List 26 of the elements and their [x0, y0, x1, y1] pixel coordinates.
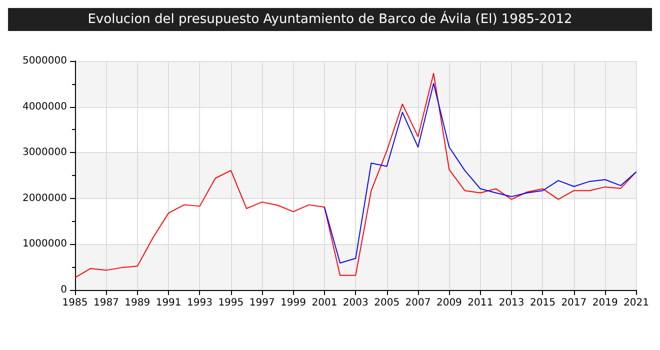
chart-title: Evolucion del presupuesto Ayuntamiento de Barco de Ávila (El) 1985-2012 [88, 10, 572, 27]
x-tick-label: 1997 [249, 298, 275, 308]
x-tick-label: 2017 [561, 298, 587, 308]
x-tick-label: 2003 [342, 298, 368, 308]
x-tick-label: 2001 [312, 298, 338, 308]
x-tick-label: 2007 [405, 298, 431, 308]
x-tick-label: 1993 [187, 298, 212, 308]
x-tick-label: 2009 [436, 298, 462, 308]
x-tick-label: 2013 [498, 298, 524, 308]
y-tick-label: 0 [60, 284, 67, 296]
x-tick-label: 2011 [468, 298, 494, 308]
x-tick-label: 2021 [624, 298, 649, 308]
x-tick-label: 1989 [124, 298, 150, 308]
x-tick-label: 1991 [156, 298, 182, 308]
x-tick-label: 2015 [530, 298, 556, 308]
x-tick-label: 2019 [592, 298, 618, 308]
x-tick-label: 1999 [280, 298, 306, 308]
y-tick-label: 3000000 [22, 147, 67, 158]
y-tick-label: 4000000 [22, 101, 67, 112]
x-tick-label: 1987 [93, 298, 119, 308]
y-tick-label: 2000000 [22, 192, 67, 204]
x-tick-label: 2005 [374, 298, 400, 308]
x-tick-label: 1995 [218, 298, 244, 308]
y-tick-label: 1000000 [22, 238, 67, 250]
x-tick-label: 1985 [62, 298, 88, 308]
y-tick-label: 5000000 [22, 56, 67, 66]
